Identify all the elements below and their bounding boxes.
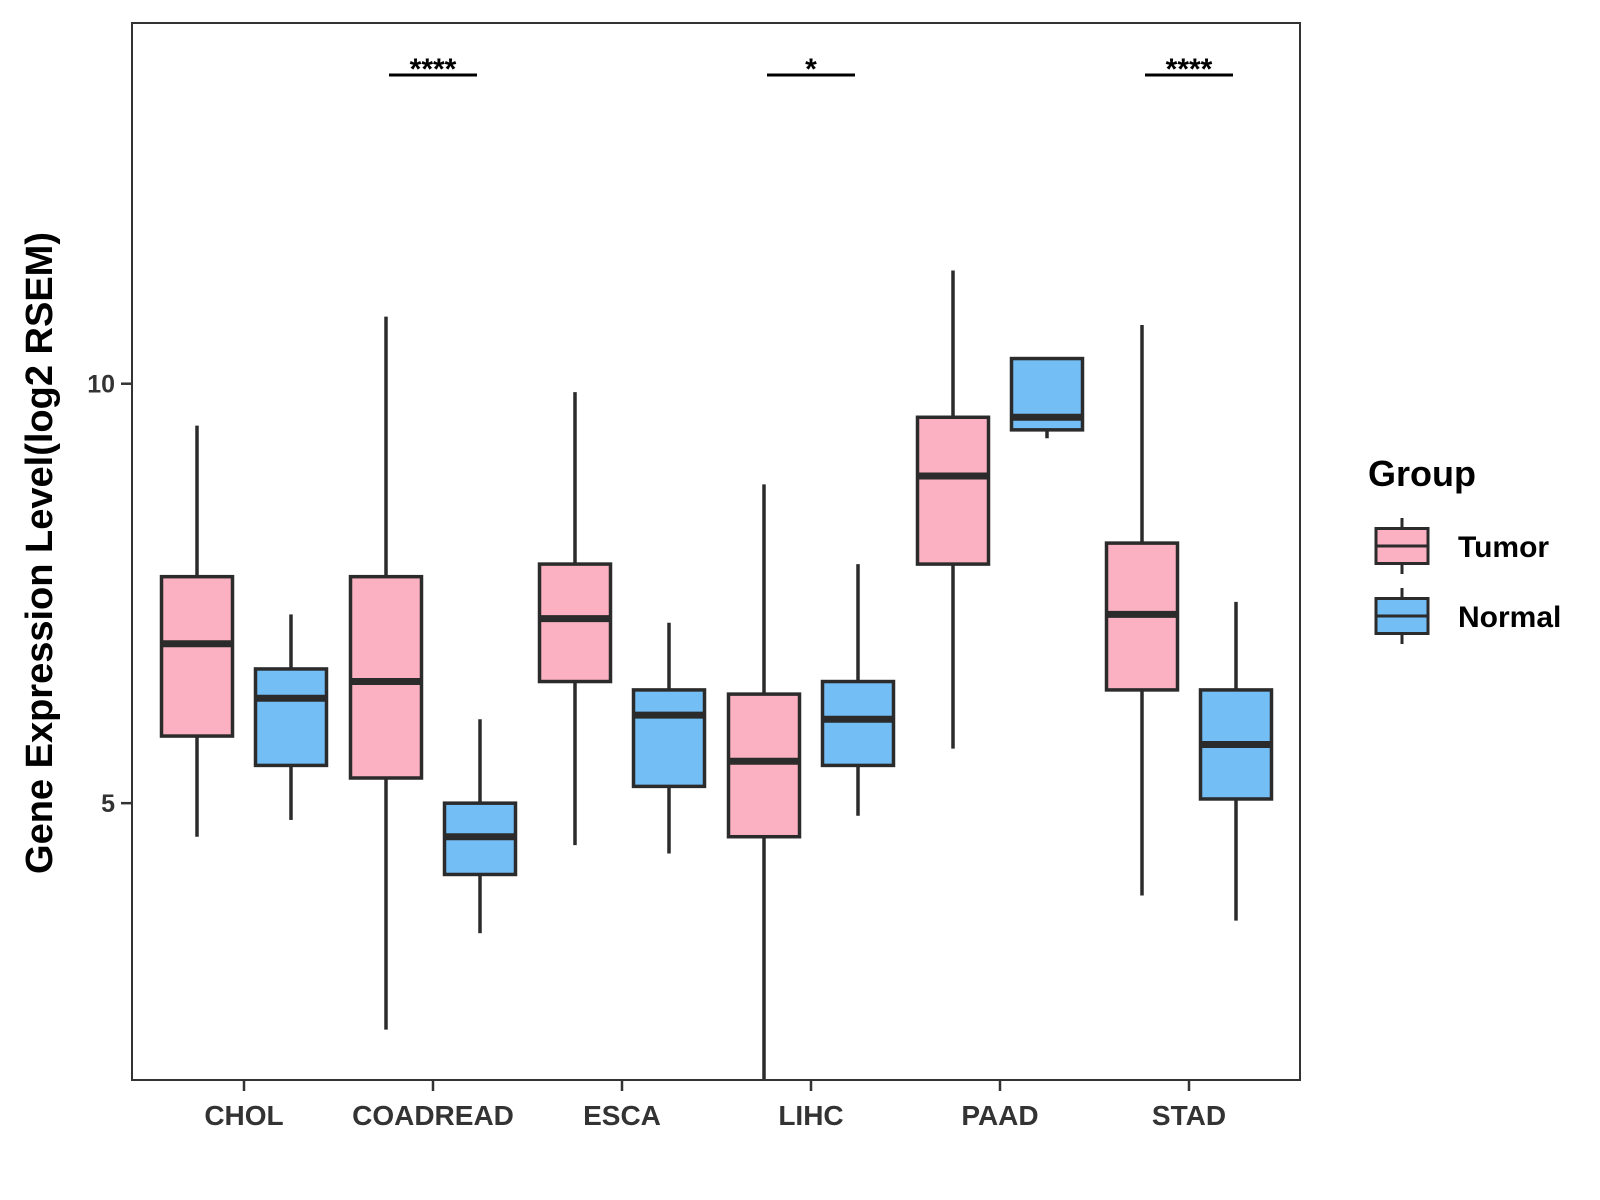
box-iqr xyxy=(253,667,329,768)
box-esca-tumor xyxy=(537,392,613,846)
significance-label: **** xyxy=(410,53,457,86)
legend: Group Tumor Normal xyxy=(1368,453,1561,644)
significance-label: * xyxy=(805,53,817,86)
plot-layer: **** * **** xyxy=(159,53,1274,1080)
box-iqr xyxy=(820,679,896,768)
x-tick-label-coadread: COADREAD xyxy=(352,1100,514,1131)
y-tick-label-10: 10 xyxy=(87,371,115,399)
significance-label: **** xyxy=(1166,53,1213,86)
box-iqr xyxy=(159,574,235,738)
x-tick-label-lihc: LIHC xyxy=(778,1100,843,1131)
box-iqr xyxy=(348,574,424,780)
box-iqr xyxy=(726,692,802,839)
box-iqr xyxy=(915,415,991,566)
plot-panel-border xyxy=(131,22,1301,1081)
legend-item-tumor: Tumor xyxy=(1374,518,1549,574)
box-esca-normal xyxy=(631,622,707,854)
box-stad-normal xyxy=(1198,601,1274,921)
axis-layer: CHOL COADREAD ESCA LIHC PAAD STAD 5 10 xyxy=(87,371,1226,1131)
box-iqr xyxy=(631,688,707,789)
significance-stad: **** xyxy=(1145,53,1233,86)
x-tick-label-stad: STAD xyxy=(1152,1100,1226,1131)
box-coadread-tumor xyxy=(348,316,424,1030)
box-lihc-normal xyxy=(820,564,896,816)
box-chol-tumor xyxy=(159,425,235,837)
legend-title: Group xyxy=(1368,453,1476,494)
x-tick-label-esca: ESCA xyxy=(583,1100,661,1131)
box-coadread-normal xyxy=(442,719,518,934)
box-chol-normal xyxy=(253,614,329,820)
legend-item-normal: Normal xyxy=(1374,588,1561,644)
significance-lihc: * xyxy=(767,53,855,86)
legend-label-normal: Normal xyxy=(1458,601,1561,634)
y-tick-label-5: 5 xyxy=(101,790,115,818)
box-paad-normal xyxy=(1009,356,1085,439)
legend-label-tumor: Tumor xyxy=(1458,531,1549,564)
x-tick-label-paad: PAAD xyxy=(961,1100,1038,1131)
box-lihc-tumor xyxy=(726,484,802,1080)
y-axis-title: Gene Expression Level(log2 RSEM) xyxy=(19,232,61,874)
box-paad-tumor xyxy=(915,270,991,749)
box-iqr xyxy=(537,562,613,684)
significance-coadread: **** xyxy=(389,53,477,86)
x-tick-label-chol: CHOL xyxy=(204,1100,283,1131)
box-stad-tumor xyxy=(1104,325,1180,896)
